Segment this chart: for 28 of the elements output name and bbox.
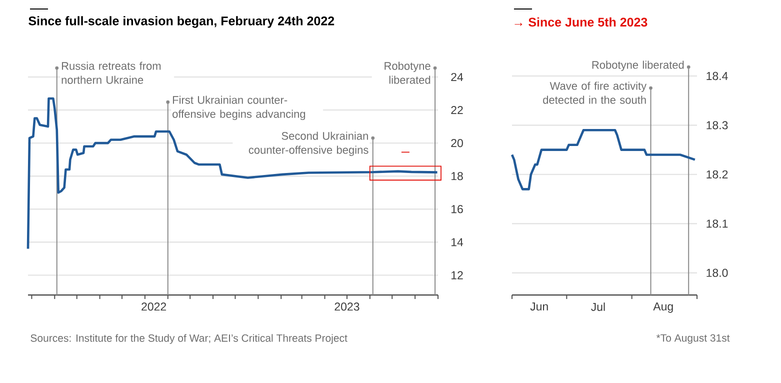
line-series: [26, 97, 438, 250]
x-tick-label: Aug: [653, 302, 673, 313]
y-tick-label: 20: [451, 138, 463, 148]
x-tick-label: 2022: [142, 302, 166, 311]
ref-line-label: Russia retreats from northern Ukraine: [62, 62, 161, 84]
y-tick-label: 18.2: [706, 170, 728, 178]
y-tick-label: 18.3: [706, 121, 728, 130]
source-note: Sources: Institute for the Study of War; AEI’s Critical Threats Project: [30, 334, 348, 344]
x-tick-label: Jul: [591, 302, 605, 311]
ref-line-label: Robotyne liberated: [592, 60, 684, 71]
ref-line-label: First Ukrainian counter-offensive begins advancing: [172, 96, 306, 120]
y-tick-label: 14: [451, 238, 464, 246]
chart-title: → Since June 5th 2023: [514, 17, 648, 27]
x-tick-label: Jun: [530, 302, 548, 311]
ref-line-label: Second Ukrainian counter-offensive begins: [248, 132, 368, 156]
y-tick-label: 16: [451, 205, 463, 214]
y-tick-label: 22: [451, 106, 463, 114]
text: *To August 31st: [656, 334, 730, 344]
y-tick-label: 18.0: [706, 268, 728, 277]
chart-title: Since full-scale invasion began, February 24th 2022: [28, 16, 334, 28]
y-tick-label: 12: [451, 271, 463, 280]
y-tick-label: 18.4: [706, 72, 728, 80]
x-tick-label: 2023: [334, 302, 360, 311]
y-tick-label: 24: [451, 72, 464, 82]
y-tick-label: 18: [451, 172, 463, 180]
ref-line-label: Wave of fire activity detected in the south: [543, 82, 647, 104]
ref-line-label: Robotyne liberated: [384, 62, 430, 84]
y-tick-label: 18.1: [706, 220, 728, 228]
